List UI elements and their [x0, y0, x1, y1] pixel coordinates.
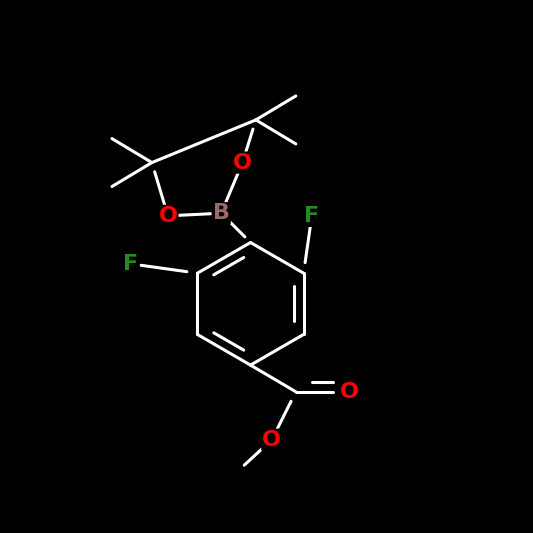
Text: F: F — [304, 206, 319, 226]
Text: O: O — [340, 382, 359, 402]
Text: O: O — [262, 430, 281, 450]
Text: B: B — [213, 203, 230, 223]
Text: O: O — [158, 206, 177, 226]
Text: F: F — [123, 254, 138, 274]
Text: O: O — [233, 152, 252, 173]
